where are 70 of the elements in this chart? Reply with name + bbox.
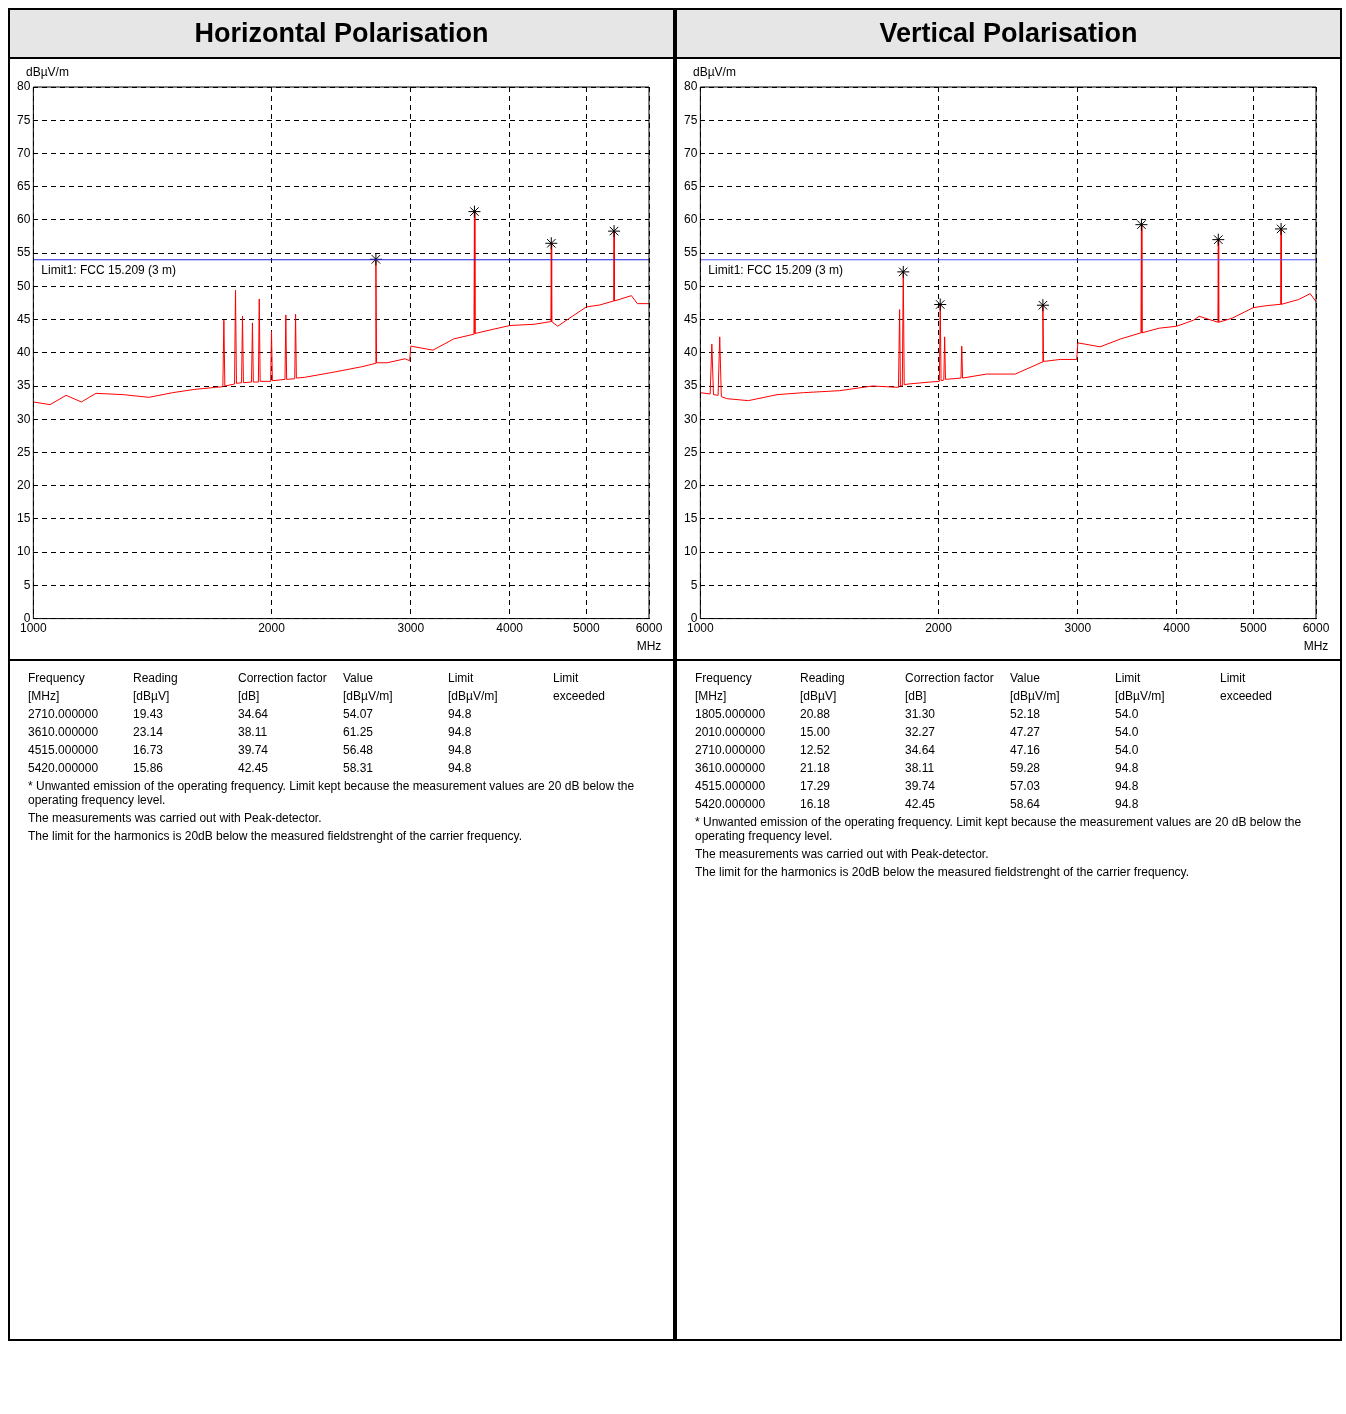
y-tick-label: 80 xyxy=(683,79,698,94)
y-tick-label: 60 xyxy=(683,212,698,227)
y-tick-label: 80 xyxy=(16,79,31,94)
y-tick-label: 5 xyxy=(23,577,31,592)
y-tick-label: 30 xyxy=(683,411,698,426)
text: [MHz] [dBµV] [dB] [dBµV/m] [dBµV/m] exceeded xyxy=(695,689,1274,703)
y-tick-label: 75 xyxy=(16,112,31,127)
y-axis-title: dBµV/m xyxy=(26,65,69,80)
text: The limit for the harmonics is 20dB below the measured fieldstrenght of the carrier frequency. xyxy=(695,865,1190,879)
text: The measurements was carried out with Peak-detector. xyxy=(695,847,990,861)
text: The measurements was carried out with Peak-detector. xyxy=(28,811,323,825)
y-tick-label: 10 xyxy=(16,544,31,559)
text: The limit for the harmonics is 20dB below the measured fieldstrenght of the carrier frequency. xyxy=(28,829,523,843)
x-tick-label: 3000 xyxy=(1064,621,1092,636)
y-tick-label: 35 xyxy=(16,378,31,393)
x-tick-label: 5000 xyxy=(573,621,601,636)
text: 3610.000000 21.18 38.11 59.28 94.8 xyxy=(695,761,1140,775)
y-tick-label: 70 xyxy=(683,145,698,160)
y-tick-label: 45 xyxy=(683,311,698,326)
x-tick-label: 2000 xyxy=(258,621,286,636)
x-tick-label: 4000 xyxy=(1163,621,1191,636)
text: 1805.000000 20.88 31.30 52.18 54.0 xyxy=(695,707,1140,721)
x-tick-label: 6000 xyxy=(635,621,663,636)
text: 4515.000000 17.29 39.74 57.03 94.8 xyxy=(695,779,1140,793)
y-tick-label: 20 xyxy=(16,478,31,493)
text: 2710.000000 19.43 34.64 54.07 94.8 xyxy=(28,707,473,721)
y-tick-label: 10 xyxy=(683,544,698,559)
text: 4515.000000 16.73 39.74 56.48 94.8 xyxy=(28,743,473,757)
text: [MHz] [dBµV] [dB] [dBµV/m] [dBµV/m] exceeded xyxy=(28,689,607,703)
x-tick-label: 4000 xyxy=(496,621,524,636)
ref-line-label: Limit1: FCC 15.209 (3 m) xyxy=(41,263,177,278)
text: * Unwanted emission of the operating frequency. Limit kept because the measurement values are 20 dB below the operating frequency level. xyxy=(28,779,636,807)
y-tick-label: 25 xyxy=(16,444,31,459)
y-tick-label: 25 xyxy=(683,444,698,459)
x-axis-title: MHz xyxy=(1303,638,1329,653)
x-tick-label: 6000 xyxy=(1302,621,1330,636)
x-axis-title: MHz xyxy=(636,638,662,653)
text: 2710.000000 12.52 34.64 47.16 54.0 xyxy=(695,743,1140,757)
y-tick-label: 75 xyxy=(683,112,698,127)
y-tick-label: 35 xyxy=(683,378,698,393)
y-tick-label: 30 xyxy=(16,411,31,426)
y-tick-label: 15 xyxy=(683,511,698,526)
y-tick-label: 60 xyxy=(16,212,31,227)
y-tick-label: 5 xyxy=(690,577,698,592)
y-tick-label: 50 xyxy=(683,278,698,293)
y-tick-label: 65 xyxy=(16,178,31,193)
ref-line-label: Limit1: FCC 15.209 (3 m) xyxy=(708,263,844,278)
y-tick-label: 55 xyxy=(683,245,698,260)
chart-title: Vertical Polarisation xyxy=(677,10,1340,59)
y-tick-label: 70 xyxy=(16,145,31,160)
y-tick-label: 20 xyxy=(683,478,698,493)
y-axis-title: dBµV/m xyxy=(693,65,736,80)
text: 5420.000000 15.86 42.45 58.31 94.8 xyxy=(28,761,473,775)
text: Frequency Reading Correction factor Value Limit Limit xyxy=(695,671,1247,685)
y-tick-label: 45 xyxy=(16,311,31,326)
x-tick-label: 5000 xyxy=(1240,621,1268,636)
chart-title: Horizontal Polarisation xyxy=(10,10,673,59)
x-tick-label: 2000 xyxy=(925,621,953,636)
y-tick-label: 65 xyxy=(683,178,698,193)
y-tick-label: 40 xyxy=(16,345,31,360)
x-tick-label: 3000 xyxy=(397,621,425,636)
y-tick-label: 40 xyxy=(683,345,698,360)
y-tick-label: 55 xyxy=(16,245,31,260)
text: Frequency Reading Correction factor Value Limit Limit xyxy=(28,671,580,685)
text: * Unwanted emission of the operating frequency. Limit kept because the measurement values are 20 dB below the operating frequency level. xyxy=(695,815,1303,843)
text: 3610.000000 23.14 38.11 61.25 94.8 xyxy=(28,725,473,739)
text: 2010.000000 15.00 32.27 47.27 54.0 xyxy=(695,725,1140,739)
y-tick-label: 50 xyxy=(16,278,31,293)
text: 5420.000000 16.18 42.45 58.64 94.8 xyxy=(695,797,1140,811)
y-tick-label: 15 xyxy=(16,511,31,526)
